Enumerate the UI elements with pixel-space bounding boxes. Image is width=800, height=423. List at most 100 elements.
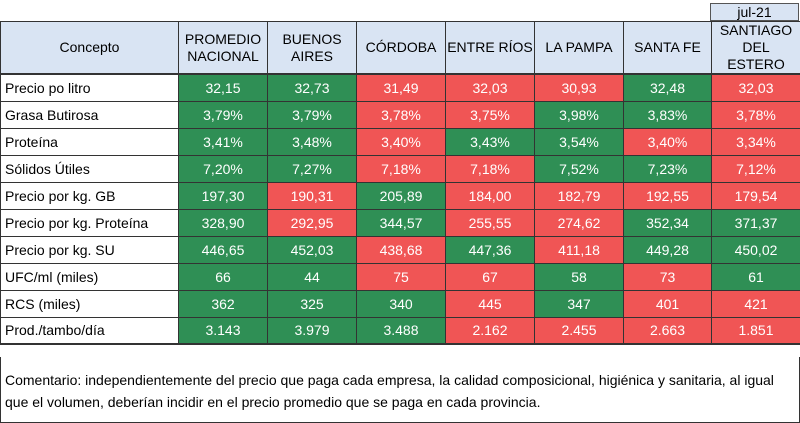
value-cell: 7,52% bbox=[534, 154, 624, 183]
table-row: Sólidos Útiles 7,20% 7,27% 7,18% 7,18% 7,52% 7… bbox=[0, 154, 800, 183]
value-cell: 255,55 bbox=[445, 208, 535, 237]
value-cell: 67 bbox=[445, 262, 535, 291]
value-cell: 3,54% bbox=[534, 127, 624, 156]
value-cell: 274,62 bbox=[534, 208, 624, 237]
value-cell: 32,15 bbox=[178, 73, 268, 102]
header-province: LA PAMPA bbox=[534, 21, 624, 75]
row-label: Precio por kg. SU bbox=[0, 235, 179, 264]
header-province: SANTA FE bbox=[623, 21, 712, 75]
row-label: Precio po litro bbox=[0, 73, 179, 102]
value-cell: 3,43% bbox=[445, 127, 535, 156]
value-cell: 3,78% bbox=[711, 100, 800, 129]
value-cell: 75 bbox=[356, 262, 446, 291]
table-row: Precio por kg. SU 446,65 452,03 438,68 447,3… bbox=[0, 235, 800, 264]
value-cell: 190,31 bbox=[267, 181, 357, 210]
value-cell: 3,41% bbox=[178, 127, 268, 156]
value-cell: 2.455 bbox=[534, 316, 624, 345]
row-label: Precio por kg. Proteína bbox=[0, 208, 179, 237]
value-cell: 401 bbox=[623, 289, 712, 318]
value-cell: 44 bbox=[267, 262, 357, 291]
header-concept: Concepto bbox=[0, 21, 179, 75]
table-row: Precio po litro 32,15 32,73 31,49 32,03 30,93… bbox=[0, 73, 800, 102]
value-cell: 411,18 bbox=[534, 235, 624, 264]
header-province: ENTRE RÍOS bbox=[445, 21, 535, 75]
value-cell: 421 bbox=[711, 289, 800, 318]
table-row: Precio por kg. GB 197,30 190,31 205,89 184,0… bbox=[0, 181, 800, 210]
value-cell: 3,40% bbox=[356, 127, 446, 156]
value-cell: 3,98% bbox=[534, 100, 624, 129]
row-label: Grasa Butirosa bbox=[0, 100, 179, 129]
value-cell: 32,03 bbox=[445, 73, 535, 102]
value-cell: 362 bbox=[178, 289, 268, 318]
header-province: SANTIAGO DEL ESTERO bbox=[711, 21, 800, 75]
value-cell: 325 bbox=[267, 289, 357, 318]
value-cell: 352,34 bbox=[623, 208, 712, 237]
value-cell: 205,89 bbox=[356, 181, 446, 210]
value-cell: 3,78% bbox=[356, 100, 446, 129]
value-cell: 344,57 bbox=[356, 208, 446, 237]
table-row: RCS (miles) 362 325 340 445 347 401 421 bbox=[0, 289, 800, 318]
value-cell: 450,02 bbox=[711, 235, 800, 264]
value-cell: 328,90 bbox=[178, 208, 268, 237]
value-cell: 7,18% bbox=[356, 154, 446, 183]
value-cell: 61 bbox=[711, 262, 800, 291]
value-cell: 30,93 bbox=[534, 73, 624, 102]
table-row: Prod./tambo/día 3.143 3.979 3.488 2.162 2.455… bbox=[0, 316, 800, 345]
value-cell: 3,83% bbox=[623, 100, 712, 129]
value-cell: 3,40% bbox=[623, 127, 712, 156]
value-cell: 446,65 bbox=[178, 235, 268, 264]
value-cell: 3,34% bbox=[711, 127, 800, 156]
value-cell: 292,95 bbox=[267, 208, 357, 237]
value-cell: 179,54 bbox=[711, 181, 800, 210]
table-row: UFC/ml (miles) 66 44 75 67 58 73 61 bbox=[0, 262, 800, 291]
period-label: jul-21 bbox=[710, 3, 799, 21]
value-cell: 445 bbox=[445, 289, 535, 318]
value-cell: 438,68 bbox=[356, 235, 446, 264]
value-cell: 371,37 bbox=[711, 208, 800, 237]
row-label: Sólidos Útiles bbox=[0, 154, 179, 183]
value-cell: 449,28 bbox=[623, 235, 712, 264]
value-cell: 447,36 bbox=[445, 235, 535, 264]
value-cell: 2.162 bbox=[445, 316, 535, 345]
value-cell: 192,55 bbox=[623, 181, 712, 210]
comparison-table: Concepto PROMEDIO NACIONAL BUENOS AIRES CÓR… bbox=[0, 21, 800, 345]
value-cell: 2.663 bbox=[623, 316, 712, 345]
value-cell: 182,79 bbox=[534, 181, 624, 210]
value-cell: 3,75% bbox=[445, 100, 535, 129]
row-label: Proteína bbox=[0, 127, 179, 156]
value-cell: 3,79% bbox=[267, 100, 357, 129]
value-cell: 66 bbox=[178, 262, 268, 291]
value-cell: 340 bbox=[356, 289, 446, 318]
value-cell: 3.143 bbox=[178, 316, 268, 345]
value-cell: 58 bbox=[534, 262, 624, 291]
row-label: Prod./tambo/día bbox=[0, 316, 179, 345]
header-province: BUENOS AIRES bbox=[267, 21, 357, 75]
value-cell: 3,79% bbox=[178, 100, 268, 129]
header-province: CÓRDOBA bbox=[356, 21, 446, 75]
table-row: Precio por kg. Proteína 328,90 292,95 344,5… bbox=[0, 208, 800, 237]
value-cell: 1.851 bbox=[711, 316, 800, 345]
table-row: Proteína 3,41% 3,48% 3,40% 3,43% 3,54% 3,40% 3,… bbox=[0, 127, 800, 156]
value-cell: 184,00 bbox=[445, 181, 535, 210]
value-cell: 31,49 bbox=[356, 73, 446, 102]
value-cell: 347 bbox=[534, 289, 624, 318]
row-label: RCS (miles) bbox=[0, 289, 179, 318]
header-province: PROMEDIO NACIONAL bbox=[178, 21, 268, 75]
value-cell: 3.979 bbox=[267, 316, 357, 345]
table-body: Precio po litro 32,15 32,73 31,49 32,03 30,93… bbox=[0, 73, 800, 345]
header-row: Concepto PROMEDIO NACIONAL BUENOS AIRES CÓR… bbox=[0, 21, 800, 75]
table-row: Grasa Butirosa 3,79% 3,79% 3,78% 3,75% 3,98% 3… bbox=[0, 100, 800, 129]
value-cell: 7,12% bbox=[711, 154, 800, 183]
value-cell: 3.488 bbox=[356, 316, 446, 345]
value-cell: 7,23% bbox=[623, 154, 712, 183]
comment-text: Comentario: independientemente del preci… bbox=[0, 357, 800, 423]
value-cell: 197,30 bbox=[178, 181, 268, 210]
value-cell: 7,18% bbox=[445, 154, 535, 183]
value-cell: 7,27% bbox=[267, 154, 357, 183]
value-cell: 73 bbox=[623, 262, 712, 291]
row-label: Precio por kg. GB bbox=[0, 181, 179, 210]
value-cell: 452,03 bbox=[267, 235, 357, 264]
value-cell: 32,03 bbox=[711, 73, 800, 102]
value-cell: 32,73 bbox=[267, 73, 357, 102]
value-cell: 3,48% bbox=[267, 127, 357, 156]
